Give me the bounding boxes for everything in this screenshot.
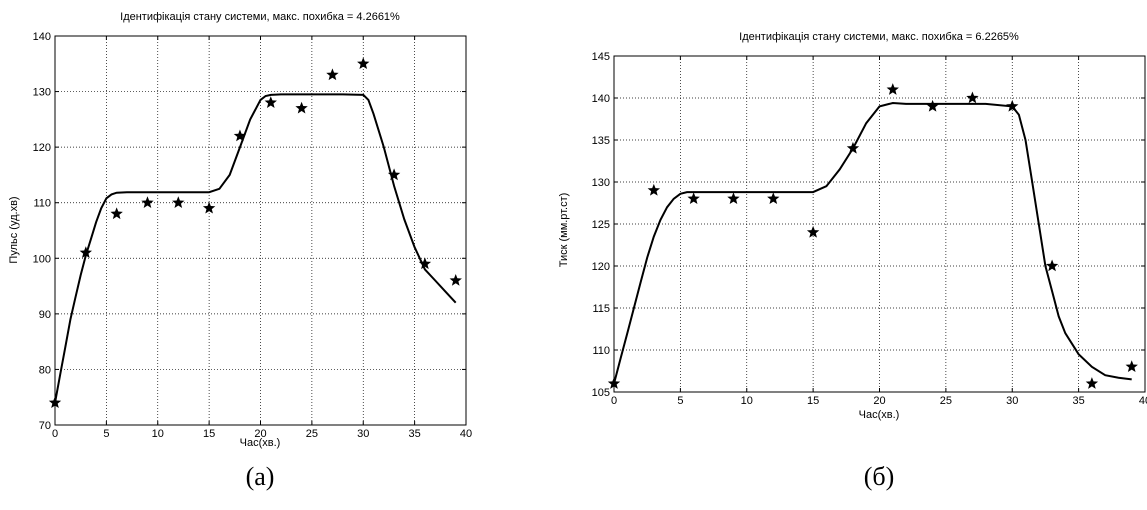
y-tick-label: 125 <box>592 219 610 231</box>
grid <box>614 56 1145 392</box>
model-curve <box>613 101 1132 384</box>
data-point-star <box>1125 360 1138 373</box>
data-point-star <box>607 377 621 389</box>
x-tick-label: 5 <box>677 395 683 407</box>
data-point-star <box>418 257 432 270</box>
y-tick-label: 90 <box>39 309 51 321</box>
x-tick-label: 35 <box>409 428 421 440</box>
x-tick-label: 40 <box>1139 395 1147 407</box>
y-tick-label: 130 <box>33 87 51 99</box>
x-tick-label: 15 <box>807 395 819 407</box>
data-point-star <box>1045 259 1059 272</box>
measured-points <box>48 57 462 409</box>
data-point-star <box>79 246 93 258</box>
data-point-star <box>202 201 216 214</box>
x-axis-label: Час(хв.) <box>859 409 900 421</box>
y-axis-label: Тиск (мм.рт.ст) <box>558 193 570 268</box>
y-tick-label: 130 <box>592 177 610 189</box>
y-tick-label: 105 <box>592 387 610 399</box>
data-point-star <box>886 83 899 95</box>
y-tick-label: 120 <box>33 142 51 154</box>
x-tick-label: 0 <box>52 428 58 440</box>
x-tick-label: 20 <box>254 428 266 440</box>
data-point-star <box>727 192 740 205</box>
y-tick-label: 100 <box>33 253 51 265</box>
data-point-star <box>1006 99 1019 112</box>
data-point-star <box>1085 377 1099 389</box>
x-tick-label: 10 <box>152 428 164 440</box>
data-point-star <box>449 274 462 286</box>
x-axis-label: Час(хв.) <box>240 437 281 449</box>
chart-title: Ідентифікація стану системи, макс. похиб… <box>739 31 1019 43</box>
x-tick-label: 15 <box>203 428 215 440</box>
y-axis-label: Пульс (уд.хв) <box>8 196 20 263</box>
x-tick-label: 25 <box>306 428 318 440</box>
ticks: 0 5 10 15 20 25 30 35 40 70 80 90 100 110 120 130 140 <box>33 31 472 440</box>
data-point-star <box>172 196 185 208</box>
figure-caption: (а) <box>246 462 275 491</box>
y-tick-label: 80 <box>39 364 51 376</box>
y-tick-label: 120 <box>592 261 610 273</box>
x-tick-label: 30 <box>357 428 369 440</box>
chart-b: 0 5 10 15 20 25 30 35 40 105 110 115 120 125 130 135 140… <box>558 31 1147 491</box>
y-tick-label: 140 <box>592 93 610 105</box>
x-tick-label: 40 <box>460 428 472 440</box>
y-tick-label: 135 <box>592 135 610 147</box>
figure-caption: (б) <box>864 462 895 491</box>
y-tick-label: 70 <box>39 420 51 432</box>
y-tick-label: 140 <box>33 31 51 43</box>
x-tick-label: 10 <box>741 395 753 407</box>
y-tick-label: 110 <box>33 198 51 210</box>
data-point-star <box>357 57 370 70</box>
x-tick-label: 35 <box>1073 395 1085 407</box>
data-point-star <box>926 99 939 112</box>
y-tick-label: 145 <box>592 51 610 63</box>
ticks: 0 5 10 15 20 25 30 35 40 105 110 115 120 125 130 135 140… <box>592 51 1147 407</box>
y-tick-label: 110 <box>592 345 610 357</box>
grid <box>55 36 466 425</box>
x-tick-label: 25 <box>940 395 952 407</box>
data-point-star <box>264 96 277 108</box>
data-point-star <box>233 129 247 142</box>
data-point-star <box>647 183 661 196</box>
y-tick-label: 115 <box>592 303 610 315</box>
x-tick-label: 30 <box>1006 395 1018 407</box>
x-tick-label: 5 <box>103 428 109 440</box>
data-point-star <box>846 141 860 154</box>
x-tick-label: 20 <box>873 395 885 407</box>
data-point-star <box>966 91 979 104</box>
chart-title: Ідентифікація стану системи, макс. похиб… <box>120 11 400 23</box>
data-point-star <box>295 101 308 114</box>
data-point-star <box>767 192 780 205</box>
measured-points <box>607 83 1138 389</box>
data-point-star <box>110 207 123 220</box>
data-point-star <box>806 225 820 238</box>
data-point-star <box>387 168 401 181</box>
data-point-star <box>48 396 62 409</box>
data-point-star <box>326 68 339 81</box>
data-point-star <box>687 192 700 205</box>
x-tick-label: 0 <box>611 395 617 407</box>
data-point-star <box>141 196 154 208</box>
chart-a: 0 5 10 15 20 25 30 35 40 70 80 90 100 110 120 130 140 Ід… <box>8 11 472 491</box>
